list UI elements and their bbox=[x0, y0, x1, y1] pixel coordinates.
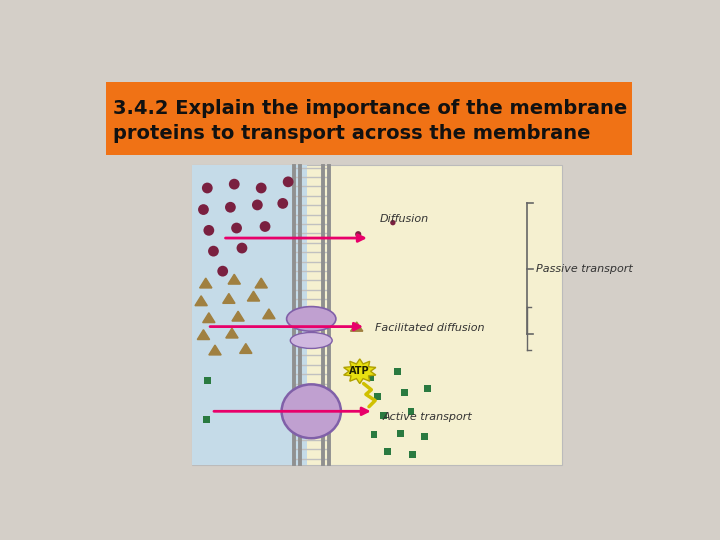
Bar bbox=[384, 448, 392, 455]
Bar bbox=[204, 377, 211, 384]
Ellipse shape bbox=[355, 231, 361, 237]
Ellipse shape bbox=[252, 200, 263, 211]
Bar bbox=[425, 385, 431, 392]
Bar bbox=[420, 433, 428, 440]
Polygon shape bbox=[203, 313, 215, 322]
Polygon shape bbox=[228, 274, 240, 284]
Bar bbox=[106, 82, 632, 155]
Bar bbox=[409, 450, 416, 457]
Bar bbox=[379, 412, 387, 419]
Ellipse shape bbox=[260, 221, 271, 232]
Ellipse shape bbox=[202, 183, 212, 193]
Bar bbox=[366, 374, 374, 381]
Bar bbox=[203, 416, 210, 423]
Ellipse shape bbox=[204, 225, 215, 236]
Ellipse shape bbox=[283, 177, 294, 187]
Ellipse shape bbox=[225, 202, 235, 213]
Polygon shape bbox=[199, 278, 212, 288]
Ellipse shape bbox=[390, 220, 395, 225]
Ellipse shape bbox=[290, 333, 332, 348]
Polygon shape bbox=[209, 345, 221, 355]
Polygon shape bbox=[255, 278, 267, 288]
Ellipse shape bbox=[282, 384, 341, 438]
Bar bbox=[401, 389, 408, 396]
Ellipse shape bbox=[237, 242, 248, 253]
Polygon shape bbox=[195, 296, 207, 306]
Polygon shape bbox=[240, 343, 252, 353]
Text: Facilitated diffusion: Facilitated diffusion bbox=[375, 323, 485, 333]
Polygon shape bbox=[343, 359, 376, 383]
Ellipse shape bbox=[198, 204, 209, 215]
Bar bbox=[192, 165, 307, 465]
Ellipse shape bbox=[287, 307, 336, 331]
Polygon shape bbox=[226, 328, 238, 338]
Bar bbox=[408, 408, 415, 415]
Bar bbox=[374, 393, 382, 400]
Polygon shape bbox=[197, 330, 210, 340]
Ellipse shape bbox=[217, 266, 228, 276]
Text: ATP: ATP bbox=[349, 366, 370, 376]
Text: Active transport: Active transport bbox=[383, 413, 472, 422]
Ellipse shape bbox=[208, 246, 219, 256]
Bar bbox=[397, 430, 405, 437]
Bar bbox=[394, 368, 400, 375]
Ellipse shape bbox=[231, 222, 242, 233]
Polygon shape bbox=[248, 291, 260, 301]
Polygon shape bbox=[263, 309, 275, 319]
Ellipse shape bbox=[229, 179, 240, 190]
Text: 3.4.2 Explain the importance of the membrane: 3.4.2 Explain the importance of the memb… bbox=[113, 99, 628, 118]
Polygon shape bbox=[232, 311, 244, 321]
Bar bbox=[192, 165, 562, 465]
Text: proteins to transport across the membrane: proteins to transport across the membran… bbox=[113, 124, 591, 143]
Ellipse shape bbox=[256, 183, 266, 193]
Ellipse shape bbox=[277, 198, 288, 209]
Text: Passive transport: Passive transport bbox=[536, 264, 633, 274]
Bar bbox=[371, 431, 377, 438]
Text: Diffusion: Diffusion bbox=[379, 214, 429, 224]
Polygon shape bbox=[222, 294, 235, 303]
Polygon shape bbox=[351, 322, 363, 331]
